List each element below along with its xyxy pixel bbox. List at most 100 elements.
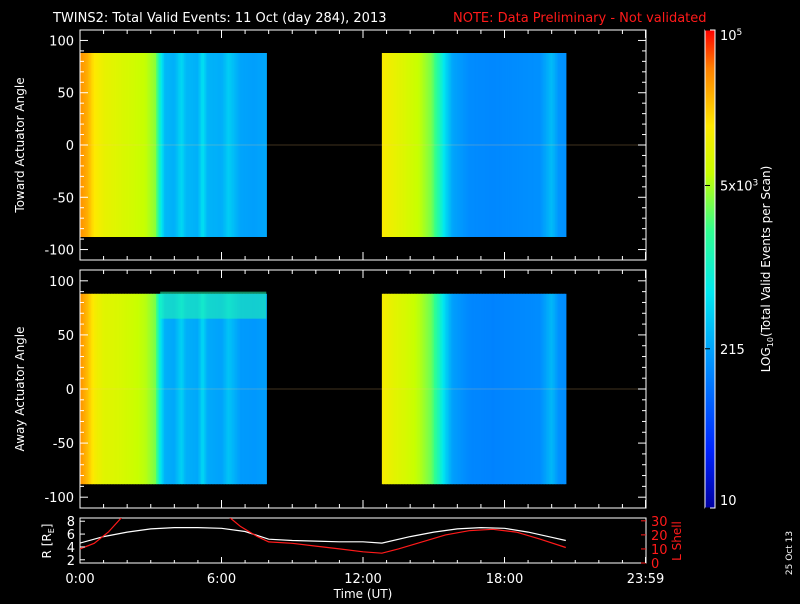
toward-cell xyxy=(246,53,249,237)
away-cell xyxy=(224,293,227,485)
away-cell xyxy=(541,293,544,485)
time-tick-label: 12:00 xyxy=(344,572,381,587)
toward-cell xyxy=(542,53,545,237)
away-cell xyxy=(495,293,498,485)
toward-cell xyxy=(114,53,117,237)
away-cell xyxy=(117,293,120,485)
toward-cell xyxy=(478,53,481,237)
away-cell xyxy=(556,293,559,485)
away-cell xyxy=(437,293,440,485)
away-cell xyxy=(536,293,539,485)
toward-cell xyxy=(221,53,224,237)
toward-cell xyxy=(441,53,444,237)
away-cell xyxy=(444,293,447,485)
toward-ytick-label: -100 xyxy=(44,244,74,259)
toward-cell xyxy=(460,53,463,237)
away-cell xyxy=(157,293,160,485)
toward-cell xyxy=(438,53,441,237)
toward-cell xyxy=(507,53,510,237)
time-tick-label: 23:59 xyxy=(627,572,664,587)
toward-cell xyxy=(561,53,564,237)
toward-cell xyxy=(458,53,461,237)
away-cell xyxy=(98,293,101,485)
toward-cell xyxy=(128,53,131,237)
toward-cell xyxy=(111,53,114,237)
away-ylabel: Away Actuator Angle xyxy=(13,326,27,451)
toward-cell xyxy=(456,53,460,237)
toward-cell xyxy=(432,53,435,237)
away-cell xyxy=(219,293,222,485)
toward-cell xyxy=(160,53,163,237)
away-cell xyxy=(446,293,449,485)
away-cell xyxy=(140,293,143,485)
away-cell xyxy=(179,293,182,485)
toward-cell xyxy=(210,53,213,237)
away-cell xyxy=(145,293,148,485)
toward-cell xyxy=(414,53,417,237)
away-cell xyxy=(134,293,137,485)
toward-cell xyxy=(216,53,219,237)
away-cell xyxy=(92,293,95,485)
away-cell xyxy=(166,293,170,485)
away-cell xyxy=(383,293,386,485)
toward-cell xyxy=(492,53,495,237)
toward-cell xyxy=(134,53,137,237)
toward-cell xyxy=(253,53,257,237)
r-tick-label: 2 xyxy=(67,554,75,569)
toward-ytick-label: 50 xyxy=(57,87,74,102)
away-cell xyxy=(467,293,470,485)
toward-cell xyxy=(180,53,184,237)
r-axis-label: R [RE] xyxy=(40,524,56,559)
away-cell xyxy=(558,293,561,485)
toward-cell xyxy=(188,53,191,237)
away-cell xyxy=(433,293,437,485)
toward-cell xyxy=(104,53,107,237)
away-cell xyxy=(143,293,146,485)
time-axis-label: Time (UT) xyxy=(333,587,393,600)
away-cell xyxy=(137,293,140,485)
away-cell xyxy=(483,293,486,485)
toward-cell xyxy=(564,53,567,237)
away-cell xyxy=(521,293,524,485)
toward-cell xyxy=(131,53,134,237)
toward-cell xyxy=(135,53,139,237)
toward-cell xyxy=(184,53,187,237)
toward-cell xyxy=(204,53,207,237)
away-cell xyxy=(518,293,521,485)
toward-cell xyxy=(394,53,397,237)
away-cell xyxy=(403,293,406,485)
toward-cell xyxy=(137,53,140,237)
toward-cell xyxy=(152,53,156,237)
toward-cell xyxy=(194,53,198,237)
toward-cell xyxy=(401,53,404,237)
toward-cell xyxy=(381,53,384,237)
away-cell xyxy=(535,293,538,485)
toward-cell xyxy=(106,53,109,237)
toward-cell xyxy=(552,53,555,237)
toward-cell xyxy=(502,53,506,237)
away-cell xyxy=(438,293,441,485)
toward-cell xyxy=(529,53,532,237)
away-cell xyxy=(258,293,261,485)
away-cell xyxy=(187,293,190,485)
toward-cell xyxy=(407,53,411,237)
toward-cell xyxy=(466,53,469,237)
away-cell xyxy=(450,293,453,485)
away-cell xyxy=(230,293,233,485)
away-cell xyxy=(469,293,472,485)
toward-cell xyxy=(512,53,515,237)
away-cell xyxy=(532,293,535,485)
toward-cell xyxy=(404,53,407,237)
toward-cell xyxy=(256,53,260,237)
toward-cell xyxy=(388,53,391,237)
toward-cell xyxy=(198,53,201,237)
toward-cell xyxy=(177,53,180,237)
toward-cell xyxy=(481,53,484,237)
away-cell xyxy=(149,293,153,485)
away-cell xyxy=(163,293,166,485)
away-cell xyxy=(414,293,417,485)
away-cell xyxy=(384,293,388,485)
away-cell xyxy=(207,293,210,485)
away-cell xyxy=(173,293,176,485)
